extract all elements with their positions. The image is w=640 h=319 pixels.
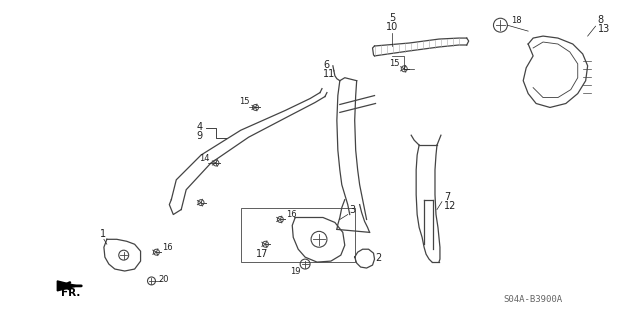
Text: 15: 15 — [239, 98, 249, 107]
Circle shape — [198, 200, 204, 205]
Text: 9: 9 — [196, 131, 202, 141]
Text: 12: 12 — [444, 201, 456, 211]
Text: 7: 7 — [444, 192, 450, 202]
Text: 13: 13 — [598, 24, 610, 34]
Text: 2: 2 — [376, 253, 382, 263]
Text: S04A-B3900A: S04A-B3900A — [504, 295, 563, 304]
Text: 19: 19 — [291, 267, 301, 276]
Text: 5: 5 — [389, 13, 396, 23]
Text: 6: 6 — [323, 60, 329, 70]
Text: 16: 16 — [163, 243, 173, 252]
Circle shape — [262, 241, 268, 247]
Text: 8: 8 — [598, 15, 604, 25]
Text: 4: 4 — [196, 122, 202, 132]
Text: 11: 11 — [323, 69, 335, 79]
Bar — [241, 208, 355, 262]
Circle shape — [253, 105, 259, 110]
Polygon shape — [58, 281, 77, 291]
Circle shape — [401, 66, 407, 72]
Text: FR.: FR. — [61, 288, 80, 298]
Text: 1: 1 — [100, 229, 106, 239]
Text: 15: 15 — [389, 59, 400, 68]
Circle shape — [213, 160, 219, 166]
Text: 18: 18 — [511, 16, 522, 25]
Text: 14: 14 — [199, 154, 209, 163]
Text: 10: 10 — [386, 22, 399, 32]
Circle shape — [277, 217, 284, 222]
Circle shape — [154, 249, 159, 255]
Text: 3: 3 — [349, 204, 356, 215]
Text: 17: 17 — [255, 249, 268, 259]
Text: 20: 20 — [159, 275, 169, 284]
Text: 16: 16 — [286, 211, 297, 219]
